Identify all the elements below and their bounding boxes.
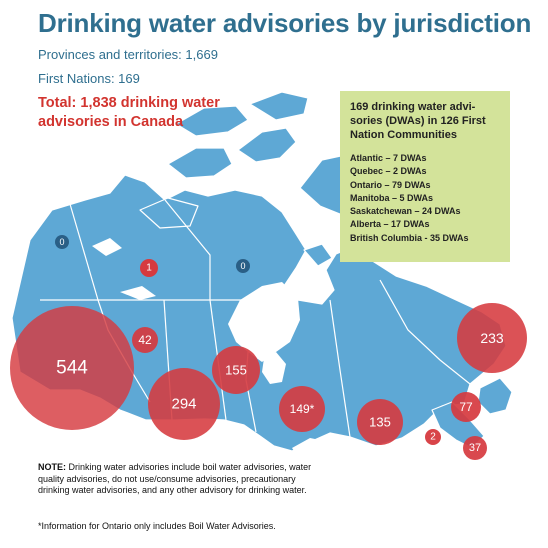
arctic-island-1 xyxy=(167,147,233,179)
advisory-bubbles: 544 294 155 42 149* 135 233 77 37 2 1 0 … xyxy=(10,235,527,460)
bubble-label-ab: 294 xyxy=(171,396,196,413)
marker-label-nunavut: 0 xyxy=(240,261,245,271)
arctic-island-2 xyxy=(237,127,297,163)
bubble-label-on: 149* xyxy=(290,402,315,416)
info-box-title: 169 drinking water advi-sories (DWAs) in… xyxy=(350,101,486,141)
border-yukon-nwt xyxy=(69,203,99,301)
note-label: NOTE: xyxy=(38,462,66,472)
note-body: Drinking water advisories include boil w… xyxy=(38,462,312,496)
great-slave-lake xyxy=(120,286,156,300)
bubble-label-ns: 37 xyxy=(469,442,481,454)
bubble-qc xyxy=(357,399,403,445)
info-item-atlantic: Atlantic – 7 DWAs xyxy=(350,153,427,163)
total-line-2: advisories in Canada xyxy=(38,114,184,130)
bubble-label-sk: 155 xyxy=(225,363,247,378)
bubble-bc xyxy=(10,306,134,430)
info-item-ontario: Ontario – 79 DWAs xyxy=(350,179,431,190)
great-bear-lake xyxy=(92,238,122,256)
total-advisories: Total: 1,838 drinking water advisories i… xyxy=(38,94,238,132)
newfoundland xyxy=(477,377,513,415)
marker-yukon xyxy=(55,235,69,249)
border-qc-lab xyxy=(379,279,471,385)
border-nwt-nunavut xyxy=(164,199,211,300)
marker-nunavut xyxy=(236,259,250,273)
victoria-island xyxy=(139,197,199,229)
bubble-ns xyxy=(463,436,487,460)
arctic-island-4 xyxy=(249,91,309,121)
first-nations-info-box: 169 drinking water advi-sories (DWAs) in… xyxy=(340,91,510,262)
marker-label-yukon: 0 xyxy=(59,237,64,247)
info-box-list: Atlantic – 7 DWAs Quebec – 2 DWAs Ontari… xyxy=(350,152,500,245)
bubble-label-nb: 77 xyxy=(459,400,473,414)
southampton-island xyxy=(303,243,333,267)
bubble-label-nwt: 1 xyxy=(146,263,152,274)
bubble-label-nl: 233 xyxy=(480,330,504,346)
provinces-territories-count: Provinces and territories: 1,669 xyxy=(38,47,218,62)
bubble-ab-north xyxy=(132,327,158,353)
arctic-island-3 xyxy=(175,105,249,137)
info-item-quebec: Quebec – 2 DWAs xyxy=(350,166,427,177)
bubble-nb xyxy=(451,392,481,422)
info-item-alberta: Alberta – 17 DWAs xyxy=(350,219,430,230)
first-nations-count: First Nations: 169 xyxy=(38,71,140,86)
bubble-pei xyxy=(425,429,441,445)
bubble-label-ab-north: 42 xyxy=(138,333,152,347)
ontario-footnote: *Information for Ontario only includes B… xyxy=(38,521,276,531)
hudson-bay xyxy=(228,282,300,362)
bubble-nwt xyxy=(140,259,158,277)
bubble-label-qc: 135 xyxy=(369,415,391,430)
info-item-manitoba: Manitoba – 5 DWAs xyxy=(350,192,434,203)
james-bay xyxy=(262,352,286,384)
bubble-label-bc: 544 xyxy=(56,358,88,379)
info-item-british-columbia: British Columbia - 35 DWAs xyxy=(350,232,469,243)
total-line-1: Total: 1,838 drinking water xyxy=(38,95,220,111)
border-on-qc xyxy=(329,299,351,438)
bubble-label-pei: 2 xyxy=(430,432,436,443)
bubble-nl xyxy=(457,303,527,373)
bubble-on xyxy=(279,386,325,432)
bubble-ab xyxy=(148,368,220,440)
great-lakes xyxy=(292,438,346,462)
bubble-sk xyxy=(212,346,260,394)
page-title: Drinking water advisories by jurisdictio… xyxy=(38,8,532,38)
info-item-saskatchewan: Saskatchewan – 24 DWAs xyxy=(350,206,461,217)
note-text: NOTE: Drinking water advisories include … xyxy=(38,462,328,497)
